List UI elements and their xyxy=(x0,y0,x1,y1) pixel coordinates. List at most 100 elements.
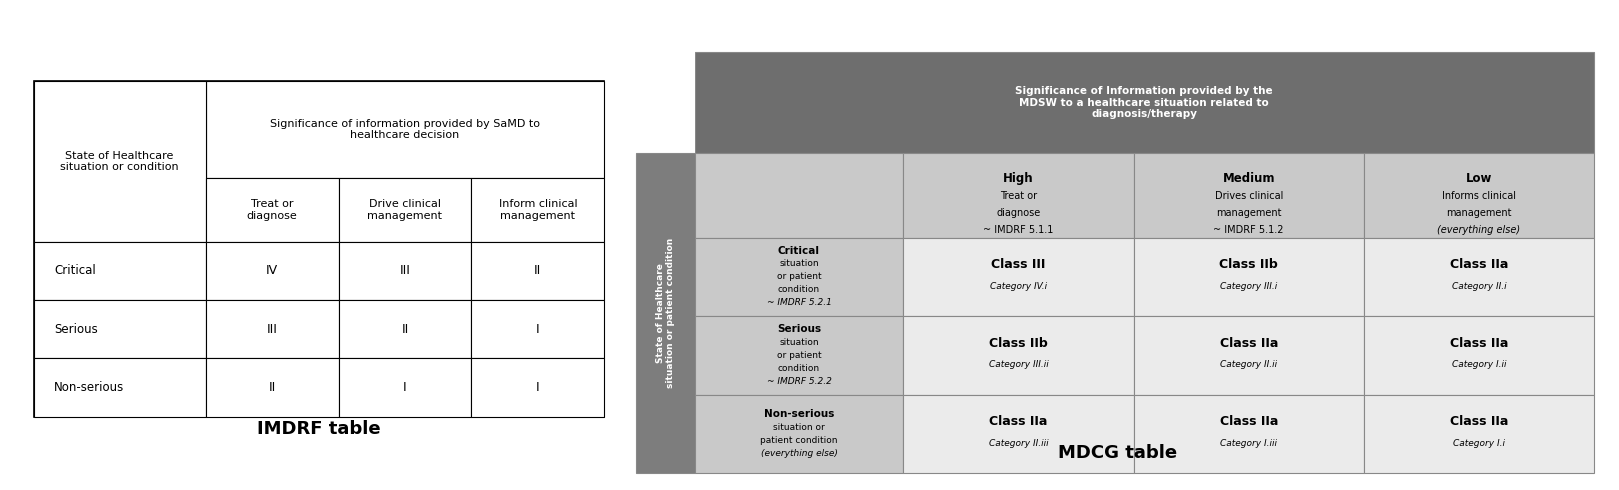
Bar xyxy=(1363,394,1595,473)
Text: or patient: or patient xyxy=(777,351,821,360)
Text: Inform clinical
management: Inform clinical management xyxy=(499,199,576,221)
Text: Category III.i: Category III.i xyxy=(1221,282,1277,291)
Bar xyxy=(34,358,206,416)
Bar xyxy=(1133,153,1363,238)
Text: Class IIa: Class IIa xyxy=(1219,415,1277,428)
Bar xyxy=(1133,316,1363,394)
Text: Class IIb: Class IIb xyxy=(989,337,1047,350)
Text: II: II xyxy=(269,381,275,394)
Bar xyxy=(206,177,338,242)
Text: Category I.i: Category I.i xyxy=(1452,439,1506,448)
Text: Treat or: Treat or xyxy=(1001,191,1038,200)
Text: situation: situation xyxy=(779,338,819,347)
Text: situation or: situation or xyxy=(774,423,824,432)
Bar xyxy=(1133,238,1363,316)
Text: Category IV.i: Category IV.i xyxy=(989,282,1047,291)
Bar xyxy=(1363,316,1595,394)
Bar xyxy=(206,242,338,300)
Bar xyxy=(1133,394,1363,473)
Bar xyxy=(206,300,338,358)
Text: Medium: Medium xyxy=(1222,172,1276,185)
Text: (everything else): (everything else) xyxy=(1438,225,1520,235)
Bar xyxy=(695,153,903,238)
Bar xyxy=(636,153,695,473)
Text: ~ IMDRF 5.2.1: ~ IMDRF 5.2.1 xyxy=(766,298,832,307)
Bar xyxy=(34,81,206,242)
Text: Significance of Information provided by the
MDSW to a healthcare situation relat: Significance of Information provided by … xyxy=(1015,86,1273,120)
Bar xyxy=(338,177,471,242)
Bar xyxy=(695,238,903,316)
Text: II: II xyxy=(402,323,408,336)
Text: ~ IMDRF 5.2.2: ~ IMDRF 5.2.2 xyxy=(766,377,832,386)
Text: situation: situation xyxy=(779,259,819,269)
Bar xyxy=(695,394,903,473)
Text: Category II.i: Category II.i xyxy=(1452,282,1506,291)
Text: (everything else): (everything else) xyxy=(761,449,837,458)
Text: condition: condition xyxy=(777,364,821,373)
Text: Non-serious: Non-serious xyxy=(764,409,834,419)
Text: III: III xyxy=(267,323,277,336)
Bar xyxy=(1363,153,1595,238)
Text: Significance of information provided by SaMD to
healthcare decision: Significance of information provided by … xyxy=(270,119,541,140)
Bar xyxy=(34,242,206,300)
Text: ~ IMDRF 5.1.2: ~ IMDRF 5.1.2 xyxy=(1214,225,1284,235)
Bar xyxy=(636,52,695,153)
Bar xyxy=(471,177,604,242)
Text: State of Healthcare
situation or patient condition: State of Healthcare situation or patient… xyxy=(656,238,675,389)
Text: I: I xyxy=(536,323,539,336)
Text: Drive clinical
management: Drive clinical management xyxy=(368,199,442,221)
Text: Class IIa: Class IIa xyxy=(1449,415,1509,428)
Text: management: management xyxy=(1446,208,1512,218)
Text: Class IIa: Class IIa xyxy=(1449,337,1509,350)
Bar xyxy=(695,316,903,394)
Bar xyxy=(34,81,604,416)
Bar xyxy=(471,242,604,300)
Bar xyxy=(206,81,604,177)
Text: Serious: Serious xyxy=(55,323,99,336)
Bar xyxy=(206,358,338,416)
Text: condition: condition xyxy=(777,285,821,294)
Bar xyxy=(903,316,1133,394)
Text: High: High xyxy=(1004,172,1035,185)
Text: MDCG table: MDCG table xyxy=(1057,444,1177,462)
Text: Treat or
diagnose: Treat or diagnose xyxy=(246,199,298,221)
Text: Category I.ii: Category I.ii xyxy=(1452,360,1506,369)
Text: Low: Low xyxy=(1465,172,1493,185)
Text: Class III: Class III xyxy=(991,258,1046,271)
Text: Category I.iii: Category I.iii xyxy=(1221,439,1277,448)
Bar xyxy=(338,300,471,358)
Text: III: III xyxy=(400,265,410,277)
Bar xyxy=(903,394,1133,473)
Bar xyxy=(695,52,1595,153)
Text: IV: IV xyxy=(266,265,278,277)
Bar xyxy=(1363,238,1595,316)
Bar xyxy=(338,358,471,416)
Text: Drives clinical: Drives clinical xyxy=(1214,191,1282,200)
Text: Class IIb: Class IIb xyxy=(1219,258,1277,271)
Text: Category III.ii: Category III.ii xyxy=(989,360,1049,369)
Text: diagnose: diagnose xyxy=(996,208,1041,218)
Bar xyxy=(471,358,604,416)
Text: Critical: Critical xyxy=(779,246,819,256)
Text: I: I xyxy=(536,381,539,394)
Text: Serious: Serious xyxy=(777,324,821,334)
Text: II: II xyxy=(534,265,541,277)
Text: Category II.ii: Category II.ii xyxy=(1221,360,1277,369)
Text: Non-serious: Non-serious xyxy=(55,381,125,394)
Text: Critical: Critical xyxy=(55,265,96,277)
Text: State of Healthcare
situation or condition: State of Healthcare situation or conditi… xyxy=(60,151,180,172)
Text: Class IIa: Class IIa xyxy=(1449,258,1509,271)
Text: management: management xyxy=(1216,208,1282,218)
Bar xyxy=(34,300,206,358)
Text: ~ IMDRF 5.1.1: ~ IMDRF 5.1.1 xyxy=(983,225,1054,235)
Text: patient condition: patient condition xyxy=(761,436,837,445)
Bar xyxy=(338,242,471,300)
Text: Class IIa: Class IIa xyxy=(1219,337,1277,350)
Text: Class IIa: Class IIa xyxy=(989,415,1047,428)
Text: I: I xyxy=(403,381,406,394)
Text: Category II.iii: Category II.iii xyxy=(989,439,1049,448)
Bar xyxy=(471,300,604,358)
Bar xyxy=(903,153,1133,238)
Text: IMDRF table: IMDRF table xyxy=(257,420,380,438)
Text: Informs clinical: Informs clinical xyxy=(1443,191,1515,200)
